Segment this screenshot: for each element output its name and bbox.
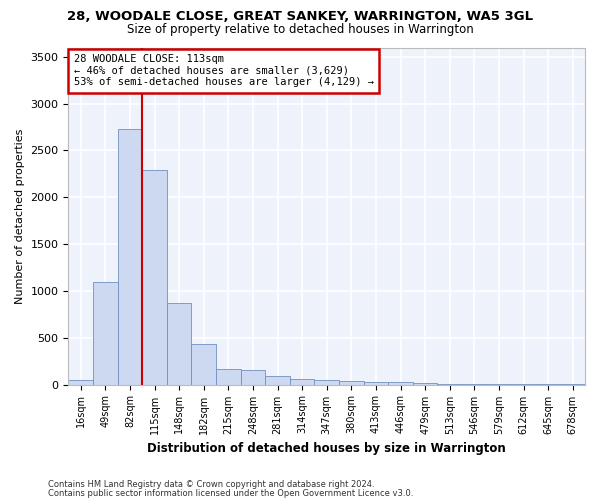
Bar (241, 370, 265, 384)
Bar (290, 379, 314, 384)
Bar (191, 344, 216, 385)
Bar (93, 282, 118, 385)
Bar (68, 380, 93, 384)
Bar (314, 380, 339, 384)
Y-axis label: Number of detached properties: Number of detached properties (15, 128, 25, 304)
Text: Size of property relative to detached houses in Warrington: Size of property relative to detached ho… (127, 22, 473, 36)
Bar (265, 376, 290, 384)
Bar (142, 170, 167, 384)
Text: Contains public sector information licensed under the Open Government Licence v3: Contains public sector information licen… (48, 488, 413, 498)
Bar (388, 382, 413, 384)
Bar (216, 368, 241, 384)
Bar (339, 382, 364, 384)
Text: Contains HM Land Registry data © Crown copyright and database right 2024.: Contains HM Land Registry data © Crown c… (48, 480, 374, 489)
Text: 28 WOODALE CLOSE: 113sqm
← 46% of detached houses are smaller (3,629)
53% of sem: 28 WOODALE CLOSE: 113sqm ← 46% of detach… (74, 54, 374, 88)
X-axis label: Distribution of detached houses by size in Warrington: Distribution of detached houses by size … (148, 442, 506, 455)
Bar (364, 382, 388, 384)
Bar (413, 382, 437, 384)
Bar (167, 303, 191, 384)
Bar (118, 129, 142, 384)
Text: 28, WOODALE CLOSE, GREAT SANKEY, WARRINGTON, WA5 3GL: 28, WOODALE CLOSE, GREAT SANKEY, WARRING… (67, 10, 533, 23)
